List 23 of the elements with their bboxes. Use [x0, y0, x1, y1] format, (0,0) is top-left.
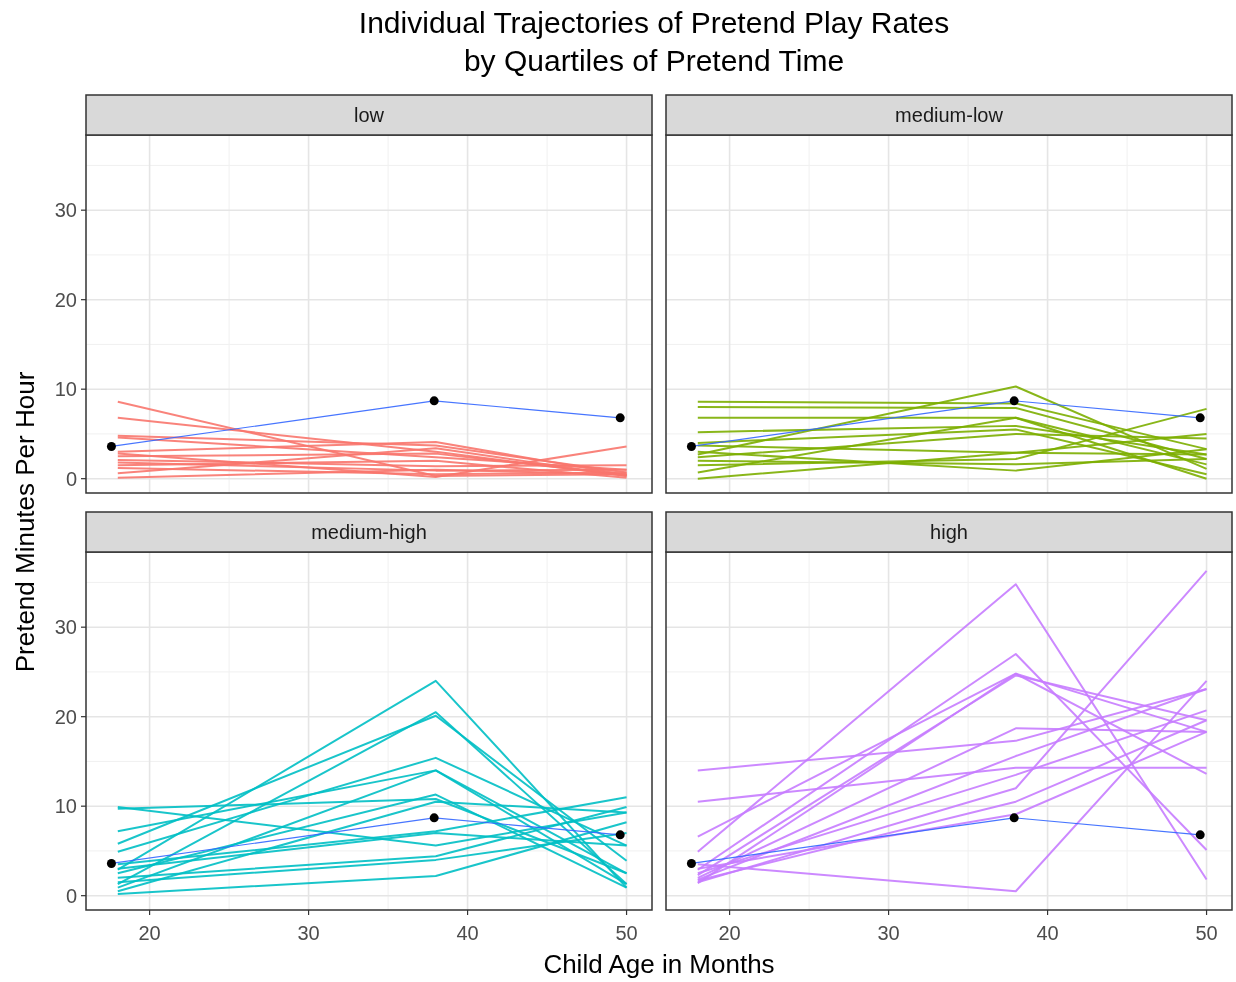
- y-tick-label: 10: [54, 795, 77, 818]
- chart-subtitle: medium-high: [311, 521, 427, 543]
- chart-title: Individual Trajectories of Pretend Play Rates by Quartiles of Pretend Time: [358, 6, 950, 77]
- x-tick-label: 40: [456, 922, 479, 944]
- y-tick-label: 0: [65, 467, 77, 490]
- x-tick-label: 40: [1036, 922, 1059, 944]
- chart-subtitle: low: [353, 104, 385, 126]
- chart-subtitle: high: [930, 521, 968, 543]
- x-tick-label: 30: [297, 922, 320, 944]
- y-tick-label: 30: [54, 616, 77, 639]
- x-axis-title: Child Age in Months: [543, 949, 775, 979]
- y-tick-label: 30: [54, 199, 77, 222]
- y-axis-title: Pretend Minutes Per Hour: [10, 371, 40, 673]
- y-tick-label: 10: [54, 378, 77, 401]
- chart-subtitle: medium-low: [895, 104, 1004, 126]
- y-tick-label: 0: [65, 884, 77, 907]
- x-tick-label: 20: [138, 922, 161, 944]
- y-tick-label: 20: [54, 705, 77, 728]
- x-tick-label: 30: [877, 922, 900, 944]
- x-tick-label: 20: [718, 922, 741, 944]
- y-tick-label: 20: [54, 288, 77, 311]
- x-tick-label: 50: [1195, 922, 1218, 944]
- x-tick-label: 50: [615, 922, 638, 944]
